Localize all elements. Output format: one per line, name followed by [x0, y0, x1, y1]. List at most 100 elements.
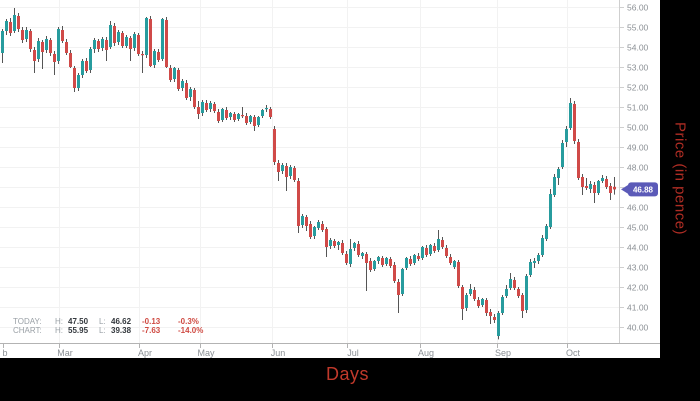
candle-down[interactable]: [233, 114, 236, 120]
candle-down[interactable]: [493, 317, 496, 320]
candle-down[interactable]: [365, 254, 368, 263]
candle-up[interactable]: [373, 261, 376, 269]
candle-up[interactable]: [465, 295, 468, 308]
candle-down[interactable]: [273, 129, 276, 162]
candle-down[interactable]: [369, 261, 372, 270]
candle-up[interactable]: [77, 75, 80, 88]
candle-up[interactable]: [549, 194, 552, 227]
candle-down[interactable]: [213, 104, 216, 111]
candle-down[interactable]: [585, 186, 588, 188]
candle-up[interactable]: [317, 222, 320, 228]
candle-up[interactable]: [117, 32, 120, 42]
candle-down[interactable]: [341, 243, 344, 253]
candle-down[interactable]: [397, 282, 400, 295]
candle-down[interactable]: [461, 287, 464, 309]
candle-down[interactable]: [149, 19, 152, 66]
candle-up[interactable]: [189, 89, 192, 97]
candle-down[interactable]: [97, 41, 100, 49]
candle-up[interactable]: [13, 15, 16, 31]
candle-down[interactable]: [573, 104, 576, 141]
candle-down[interactable]: [53, 54, 56, 62]
candle-down[interactable]: [225, 110, 228, 118]
candle-down[interactable]: [73, 68, 76, 88]
candle-down[interactable]: [321, 224, 324, 230]
candle-down[interactable]: [389, 259, 392, 266]
candle-up[interactable]: [101, 39, 104, 48]
candle-up[interactable]: [453, 261, 456, 267]
candle-down[interactable]: [193, 90, 196, 107]
candle-up[interactable]: [37, 41, 40, 59]
candle-down[interactable]: [325, 229, 328, 247]
candle-down[interactable]: [513, 280, 516, 288]
candle-down[interactable]: [441, 240, 444, 247]
candle-up[interactable]: [81, 61, 84, 75]
candle-up[interactable]: [57, 29, 60, 61]
candle-down[interactable]: [449, 257, 452, 263]
candle-down[interactable]: [293, 168, 296, 180]
candle-down[interactable]: [345, 254, 348, 263]
candle-down[interactable]: [185, 83, 188, 98]
candle-down[interactable]: [169, 68, 172, 80]
candle-down[interactable]: [517, 289, 520, 296]
candle-down[interactable]: [277, 163, 280, 172]
candle-up[interactable]: [469, 289, 472, 294]
candle-up[interactable]: [209, 103, 212, 109]
candle-up[interactable]: [229, 113, 232, 117]
candle-down[interactable]: [477, 300, 480, 306]
candle-up[interactable]: [569, 103, 572, 128]
candle-up[interactable]: [561, 143, 564, 167]
candle-down[interactable]: [177, 70, 180, 89]
candle-up[interactable]: [509, 279, 512, 288]
candle-up[interactable]: [89, 49, 92, 70]
candle-down[interactable]: [521, 295, 524, 311]
candle-up[interactable]: [597, 181, 600, 193]
candle-down[interactable]: [305, 217, 308, 226]
candle-up[interactable]: [45, 39, 48, 50]
candle-down[interactable]: [241, 115, 244, 117]
candle-down[interactable]: [21, 30, 24, 40]
candle-up[interactable]: [249, 116, 252, 122]
candle-up[interactable]: [429, 245, 432, 254]
candle-down[interactable]: [197, 107, 200, 114]
candle-down[interactable]: [217, 112, 220, 121]
candle-down[interactable]: [269, 109, 272, 117]
candle-up[interactable]: [413, 255, 416, 263]
candle-down[interactable]: [253, 117, 256, 126]
candle-up[interactable]: [405, 258, 408, 268]
candle-down[interactable]: [33, 50, 36, 61]
candle-down[interactable]: [85, 61, 88, 71]
candlestick-chart-canvas[interactable]: b Mar Apr May Jun Jul Aug Sep Oct 56.00 55.00 54.0…: [0, 0, 660, 358]
candle-up[interactable]: [201, 102, 204, 113]
candle-up[interactable]: [349, 249, 352, 264]
candle-down[interactable]: [581, 177, 584, 187]
candle-up[interactable]: [153, 51, 156, 65]
candle-up[interactable]: [377, 257, 380, 261]
candle-down[interactable]: [17, 16, 20, 29]
candle-down[interactable]: [605, 179, 608, 187]
candle-down[interactable]: [41, 42, 44, 52]
candle-up[interactable]: [237, 114, 240, 119]
candle-up[interactable]: [265, 108, 268, 110]
candle-up[interactable]: [565, 129, 568, 142]
candle-down[interactable]: [425, 248, 428, 255]
candle-up[interactable]: [125, 37, 128, 46]
candle-up[interactable]: [289, 167, 292, 176]
candle-up[interactable]: [329, 240, 332, 246]
candle-up[interactable]: [257, 117, 260, 125]
candle-up[interactable]: [545, 226, 548, 239]
candle-down[interactable]: [129, 38, 132, 49]
candle-up[interactable]: [353, 243, 356, 248]
candle-up[interactable]: [93, 40, 96, 49]
candle-down[interactable]: [433, 246, 436, 251]
candle-up[interactable]: [437, 239, 440, 250]
candle-up[interactable]: [601, 178, 604, 181]
candle-down[interactable]: [457, 262, 460, 286]
candle-down[interactable]: [49, 40, 52, 53]
candle-down[interactable]: [381, 258, 384, 265]
candle-down[interactable]: [245, 116, 248, 123]
candle-up[interactable]: [533, 261, 536, 263]
candle-up[interactable]: [385, 258, 388, 264]
candle-down[interactable]: [613, 186, 616, 190]
candle-down[interactable]: [9, 22, 12, 33]
candle-up[interactable]: [505, 289, 508, 296]
